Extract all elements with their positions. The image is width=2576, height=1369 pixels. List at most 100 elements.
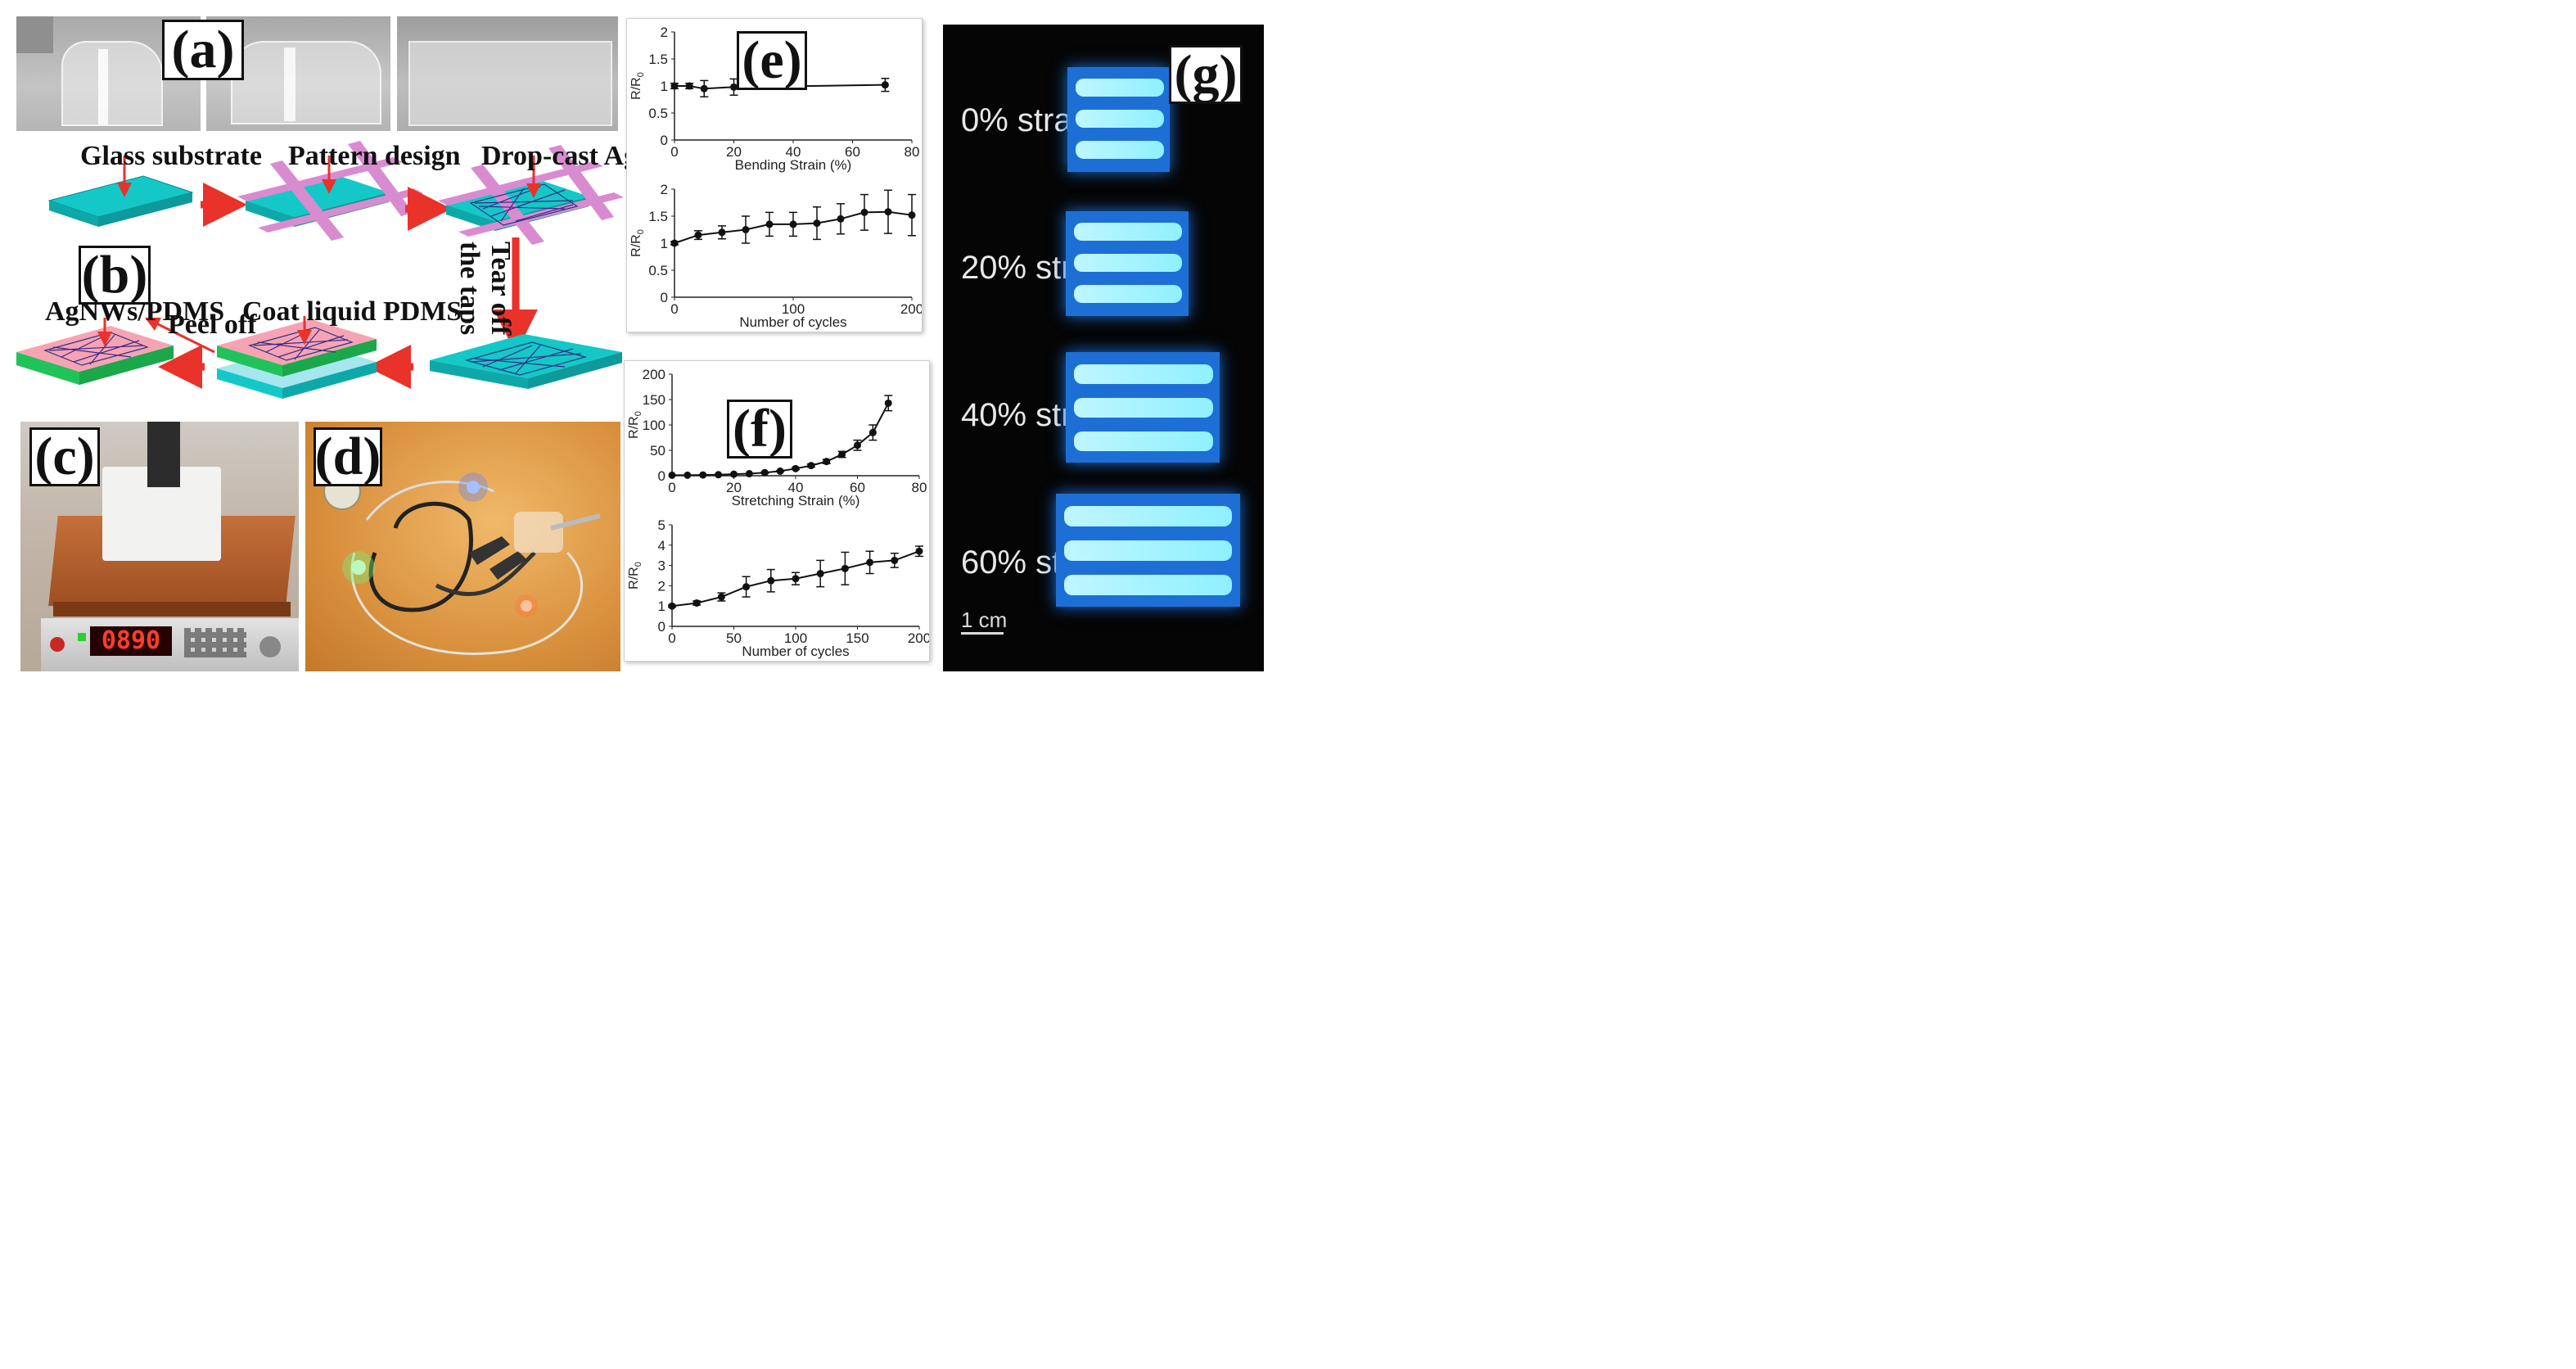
pattern-design-slab (237, 141, 423, 241)
agnws-pdms-slab (16, 326, 174, 385)
y-tick-label: 2 (661, 182, 668, 197)
data-point (760, 468, 769, 477)
photo-d-led-circuit (305, 422, 620, 671)
data-point (718, 228, 726, 237)
x-tick-label: 20 (726, 144, 742, 160)
data-point (813, 219, 821, 228)
device-0-strain (1067, 67, 1170, 172)
y-tick-label: 1.5 (648, 209, 668, 224)
data-point (670, 82, 679, 90)
x-axis-label: Bending Strain (%) (735, 157, 852, 173)
data-point (776, 467, 784, 475)
x-tick-label: 80 (912, 480, 927, 495)
data-point (767, 576, 775, 585)
y-tick-label: 1 (658, 599, 665, 614)
data-point (789, 220, 797, 228)
y-tick-label: 0 (658, 619, 665, 635)
drop-cast-slab (438, 145, 624, 245)
panel-label-f: (f) (727, 399, 792, 459)
panel-label-e: (e) (737, 30, 807, 90)
data-point (700, 84, 708, 93)
data-point (838, 450, 846, 459)
y-axis-label: R/R0 (627, 562, 643, 590)
y-tick-label: 2 (661, 25, 668, 40)
data-point (694, 231, 702, 239)
label-glass-substrate: Glass substrate (80, 141, 262, 171)
data-point (730, 83, 738, 91)
x-tick-label: 50 (726, 630, 742, 646)
data-point (670, 239, 679, 247)
device-20-strain (1066, 211, 1189, 316)
panel-label-b: (b) (79, 245, 151, 305)
y-tick-label: 150 (643, 392, 665, 408)
data-point (816, 570, 824, 578)
data-point (841, 564, 849, 572)
label-tear-off-line1: Tear off (485, 242, 516, 336)
y-tick-label: 1 (661, 236, 668, 251)
y-axis-label: R/R0 (629, 72, 646, 100)
x-tick-label: 60 (850, 480, 865, 495)
data-point (717, 593, 725, 601)
chart-f-bottom: 0 50 100 150 200 0 1 2 3 4 5 Number of cycles R/R0 (627, 517, 929, 659)
x-tick-label: 0 (668, 630, 675, 646)
photo-a-flat-sample (397, 16, 618, 131)
x-axis-label: Number of cycles (742, 644, 849, 659)
x-tick-label: 0 (670, 144, 678, 160)
y-tick-label: 0 (661, 290, 668, 305)
data-point (866, 558, 874, 567)
x-tick-label: 200 (908, 630, 929, 646)
y-tick-label: 50 (650, 443, 665, 459)
glass-substrate-slab (47, 175, 194, 227)
data-point (868, 428, 877, 436)
panel-label-c: (c) (29, 427, 100, 486)
panel-label-a: (a) (162, 20, 244, 80)
data-point (668, 602, 676, 610)
y-tick-label: 0.5 (648, 263, 668, 278)
data-point (792, 464, 800, 472)
data-point (807, 462, 815, 470)
y-tick-label: 100 (643, 418, 665, 433)
x-tick-label: 0 (668, 480, 675, 495)
data-point (854, 441, 861, 450)
x-axis-label: Stretching Strain (%) (732, 493, 860, 508)
data-point (884, 399, 892, 407)
y-tick-label: 5 (658, 517, 665, 533)
y-tick-label: 0.5 (648, 106, 668, 121)
label-peel-off: Peel off (168, 309, 257, 340)
y-tick-label: 0 (661, 133, 668, 148)
chart-e-top: 0 20 40 60 80 0 0.5 1 1.5 2 Bending Strain (%) R/R0 (629, 25, 919, 173)
data-point (699, 471, 707, 479)
data-point (891, 556, 899, 564)
x-tick-label: 40 (786, 144, 801, 160)
y-tick-label: 200 (643, 367, 665, 382)
chart-e-bottom: 0 100 200 0 0.5 1 1.5 2 Number of cycles R/R0 (629, 182, 922, 330)
label-tear-off: Tear off the taps (453, 242, 516, 335)
panel-label-g: (g) (1169, 44, 1243, 104)
data-point (742, 226, 750, 233)
tear-off-slab (430, 334, 622, 389)
device-60-strain (1056, 494, 1240, 607)
panel-label-d: (d) (314, 427, 382, 486)
data-point (792, 575, 800, 583)
data-point (837, 215, 845, 223)
x-tick-label: 150 (846, 630, 868, 646)
data-point (683, 471, 692, 479)
y-tick-label: 1 (661, 79, 668, 94)
data-point (685, 82, 693, 90)
device-40-strain (1066, 352, 1220, 463)
label-coat-pdms: Coat liquid PDMS (242, 296, 462, 327)
data-point (742, 583, 751, 591)
data-point (668, 471, 676, 479)
y-axis-label: R/R0 (627, 411, 643, 439)
y-tick-label: 0 (658, 468, 665, 484)
scale-bar (961, 632, 1004, 635)
data-point (765, 220, 774, 228)
data-point (884, 208, 892, 216)
y-tick-label: 1.5 (648, 52, 668, 67)
data-point (730, 470, 738, 478)
x-tick-label: 60 (845, 144, 860, 160)
data-point (915, 547, 923, 555)
y-tick-label: 2 (658, 578, 665, 594)
process-diagram (16, 141, 624, 399)
data-point (715, 471, 723, 479)
